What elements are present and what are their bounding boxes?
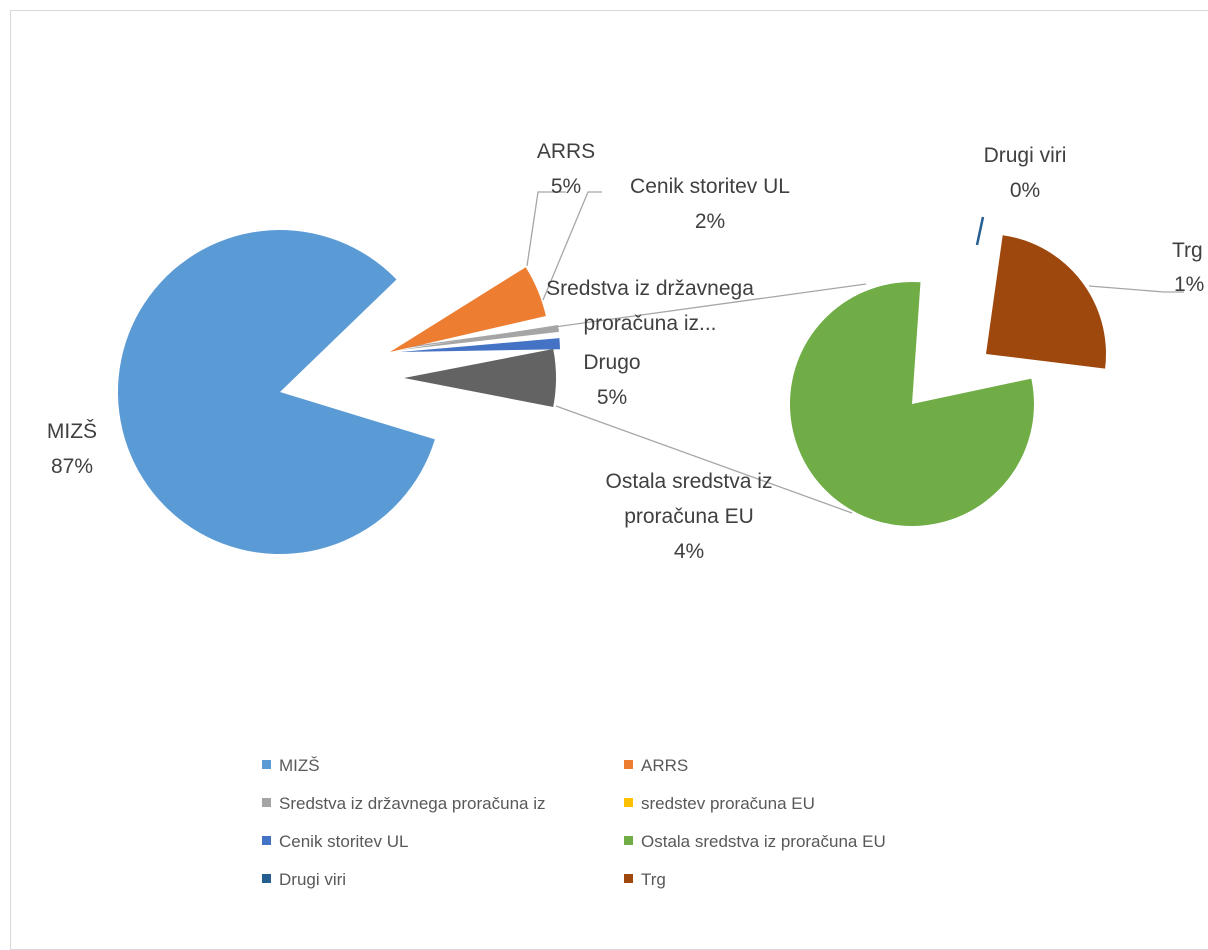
label-sredstva-line2: proračuna iz... <box>583 312 716 335</box>
legend-swatch <box>624 836 633 845</box>
label-trg-pct: 1% <box>1174 273 1204 296</box>
legend-swatch <box>262 836 271 845</box>
chart-legend: MIZŠ ARRS Sredstva iz državnega proračuna … <box>262 756 886 889</box>
label-drugi-viri-pct: 0% <box>1010 179 1040 202</box>
label-ostala-line2: proračuna EU <box>624 505 754 528</box>
connector-line-top <box>401 283 867 349</box>
legend-swatch <box>262 874 271 883</box>
label-sredstva-line1: Sredstva iz državnega <box>546 277 754 300</box>
label-trg-name: Trg <box>1172 239 1203 262</box>
label-ostala-pct: 4% <box>674 540 704 563</box>
label-cenik-pct: 2% <box>695 210 725 233</box>
label-arrs-pct: 5% <box>551 175 581 198</box>
legend-label: Cenik storitev UL <box>279 832 408 851</box>
label-arrs-name: ARRS <box>537 140 595 163</box>
leader-line-cenik <box>542 191 602 301</box>
label-mizs-pct: 87% <box>51 455 93 478</box>
legend-label: MIZŠ <box>279 756 320 775</box>
legend-label: ARRS <box>641 756 688 775</box>
label-ostala-line1: Ostala sredstva iz <box>606 470 773 493</box>
label-drugi-viri-name: Drugi viri <box>984 144 1067 167</box>
legend-label: Trg <box>641 870 666 889</box>
label-drugo-name: Drugo <box>583 351 640 374</box>
leader-line-arrs <box>526 191 566 267</box>
legend-swatch <box>262 760 271 769</box>
legend-swatch <box>624 874 633 883</box>
legend-label: Ostala sredstva iz proračuna EU <box>641 832 886 851</box>
label-cenik-name: Cenik storitev UL <box>630 175 790 198</box>
pie-of-pie-chart: MIZŠ 87% ARRS 5% Cenik storitev UL 2% Sr… <box>47 140 1204 889</box>
legend-label: Drugi viri <box>279 870 346 889</box>
legend-label: sredstev proračuna EU <box>641 794 815 813</box>
pie-slice-cenik-storitev-ul <box>400 338 560 352</box>
connector-line-bottom <box>555 405 853 514</box>
legend-swatch <box>262 798 271 807</box>
legend-swatch <box>624 760 633 769</box>
label-drugo-pct: 5% <box>597 386 627 409</box>
legend-swatch <box>624 798 633 807</box>
pie-slice-ostala-sredstva-iz-prora-una-eu <box>789 282 1034 527</box>
pie-slice-arrs <box>390 267 546 352</box>
pie-slice-miz <box>117 230 435 555</box>
pie-slice-trg <box>986 235 1106 369</box>
pie-slice-drugo <box>404 349 556 407</box>
leader-line-trg <box>1088 285 1184 293</box>
pie-slice-drugi-viri <box>975 216 985 246</box>
pie-slice-sredstva-iz-dr-avnega-prora-una-iz <box>400 325 559 350</box>
label-mizs-name: MIZŠ <box>47 420 97 443</box>
legend-label: Sredstva iz državnega proračuna iz <box>279 794 545 813</box>
